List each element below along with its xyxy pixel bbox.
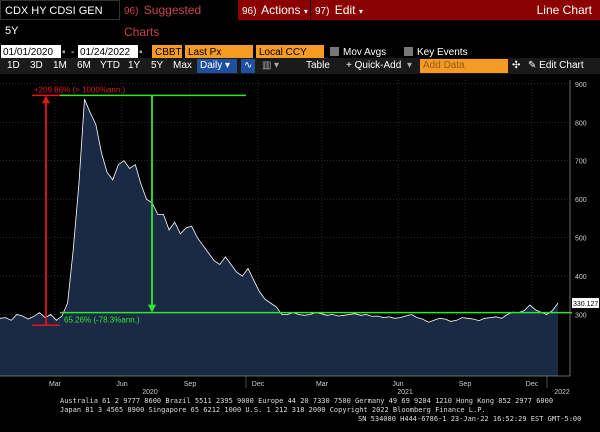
period-ytd[interactable]: YTD bbox=[100, 60, 120, 71]
y-tick-label: 400 bbox=[575, 274, 587, 281]
year-label: 2020 bbox=[142, 389, 158, 394]
line-chart-icon[interactable]: ∿ bbox=[241, 59, 255, 73]
checkbox-icon[interactable] bbox=[330, 47, 339, 56]
annotation-layer: +209.86% (> 1000%ann.) 65.26% (-78.3%ann.… bbox=[32, 85, 599, 327]
period-3d[interactable]: 3D bbox=[30, 60, 43, 71]
last-value-label: 330.127 bbox=[573, 301, 598, 308]
source-field[interactable]: CBBT bbox=[152, 45, 182, 60]
actions-label: Actions bbox=[261, 3, 301, 17]
chevron-down-icon: ▾ bbox=[225, 60, 231, 71]
footer-contacts-1: Australia 61 2 9777 8600 Brazil 5511 239… bbox=[60, 397, 554, 405]
y-tick-label: 700 bbox=[575, 159, 587, 166]
year-label: 2021 bbox=[397, 389, 413, 394]
calendar-icon[interactable]: ▪ bbox=[139, 47, 143, 58]
bar-chart-icon[interactable]: ▥ bbox=[262, 60, 272, 71]
bottom-percent-label: 65.26% (-78.3%ann.) bbox=[64, 316, 140, 325]
add-data-input[interactable]: Add Data bbox=[420, 59, 508, 73]
start-date-input[interactable]: 01/01/2020 bbox=[1, 45, 61, 60]
date-separator: - bbox=[71, 47, 75, 58]
frequency-label: Daily bbox=[200, 60, 223, 71]
calendar-icon[interactable]: ▪ bbox=[62, 47, 66, 58]
red-arrow-head bbox=[42, 95, 50, 104]
key-events-label: Key Events bbox=[417, 47, 468, 58]
x-tick-label: Sep bbox=[459, 381, 472, 388]
suggested-charts-menu[interactable]: 96) Suggested Charts bbox=[120, 0, 238, 39]
chevron-down-icon[interactable]: ▾ bbox=[274, 60, 280, 71]
x-tick-label: Jun bbox=[392, 381, 403, 388]
green-arrow-head bbox=[148, 304, 156, 313]
year-label: 2022 bbox=[554, 389, 570, 394]
period-1d[interactable]: 1D bbox=[7, 60, 20, 71]
table-button[interactable]: Table bbox=[306, 60, 330, 71]
series-area bbox=[0, 99, 558, 376]
quick-add-button[interactable]: + Quick-Add bbox=[346, 60, 402, 71]
y-tick-label: 300 bbox=[575, 312, 587, 319]
x-tick-label: Mar bbox=[316, 381, 329, 388]
axis-layer: 900 800 700 600 500 400 300 Mar Jun Sep Dec Mar Jun S… bbox=[0, 80, 587, 394]
title-bar: CDX HY CDSI GEN 5Y 96) Suggested Charts … bbox=[0, 0, 600, 39]
period-max[interactable]: Max bbox=[173, 60, 192, 71]
x-tick-label: Jun bbox=[116, 381, 127, 388]
series-line bbox=[0, 99, 559, 323]
edit-chart-label: Edit Chart bbox=[539, 60, 584, 71]
edit-label: Edit bbox=[334, 3, 356, 17]
period-1m[interactable]: 1M bbox=[53, 60, 67, 71]
currency-select[interactable]: Local CCY bbox=[256, 45, 324, 60]
y-tick-label: 900 bbox=[575, 82, 587, 89]
chevron-down-icon: ▾ bbox=[303, 7, 308, 16]
chevron-down-icon: ▾ bbox=[358, 7, 363, 16]
chart-mode-label: Line Chart bbox=[370, 0, 600, 20]
last-value-tag bbox=[572, 297, 599, 308]
mov-avgs-label: Mov Avgs bbox=[343, 47, 387, 58]
x-tick-label: Mar bbox=[49, 381, 62, 388]
field-select[interactable]: Last Px bbox=[185, 45, 253, 60]
x-tick-label: Dec bbox=[252, 381, 265, 388]
y-tick-label: 800 bbox=[575, 120, 587, 127]
footer: Australia 61 2 9777 8600 Brazil 5511 239… bbox=[0, 395, 600, 432]
end-date-input[interactable]: 01/24/2022 bbox=[78, 45, 138, 60]
period-1y[interactable]: 1Y bbox=[128, 60, 141, 71]
y-tick-label: 600 bbox=[575, 197, 587, 204]
price-chart[interactable]: +209.86% (> 1000%ann.) 65.26% (-78.3%ann.… bbox=[0, 76, 600, 394]
x-tick-label: Sep bbox=[184, 381, 197, 388]
x-tick-label: Dec bbox=[526, 381, 539, 388]
settings-icon[interactable]: ✣ bbox=[512, 60, 521, 71]
y-tick-label: 500 bbox=[575, 236, 587, 243]
footer-session: SN 534080 H444-6786-1 23-Jan-22 16:52:29… bbox=[358, 415, 582, 423]
chevron-down-icon[interactable]: ▾ bbox=[407, 60, 413, 71]
area-layer bbox=[0, 99, 559, 376]
pencil-icon: ✎ bbox=[528, 60, 537, 71]
suggested-num: 96) bbox=[124, 6, 139, 17]
actions-num: 96) bbox=[242, 6, 257, 17]
key-events-toggle[interactable]: Key Events bbox=[404, 45, 484, 60]
period-5y[interactable]: 5Y bbox=[151, 60, 164, 71]
edit-num: 97) bbox=[315, 6, 330, 17]
suggested-label: Suggested Charts bbox=[124, 3, 202, 39]
frequency-select[interactable]: Daily ▾ bbox=[197, 59, 237, 73]
ticker-field[interactable]: CDX HY CDSI GEN 5Y bbox=[0, 0, 120, 37]
checkbox-icon[interactable] bbox=[404, 47, 413, 56]
edit-menu[interactable]: 97) Edit ▾ bbox=[311, 0, 370, 20]
mov-avgs-toggle[interactable]: Mov Avgs bbox=[330, 45, 400, 60]
period-6m[interactable]: 6M bbox=[77, 60, 91, 71]
actions-menu[interactable]: 96) Actions ▾ bbox=[238, 0, 310, 20]
footer-contacts-2: Japan 81 3 4565 8900 Singapore 65 6212 1… bbox=[60, 406, 486, 414]
top-percent-label: +209.86% (> 1000%ann.) bbox=[34, 85, 126, 94]
edit-chart-button[interactable]: ✎ Edit Chart bbox=[528, 59, 584, 73]
